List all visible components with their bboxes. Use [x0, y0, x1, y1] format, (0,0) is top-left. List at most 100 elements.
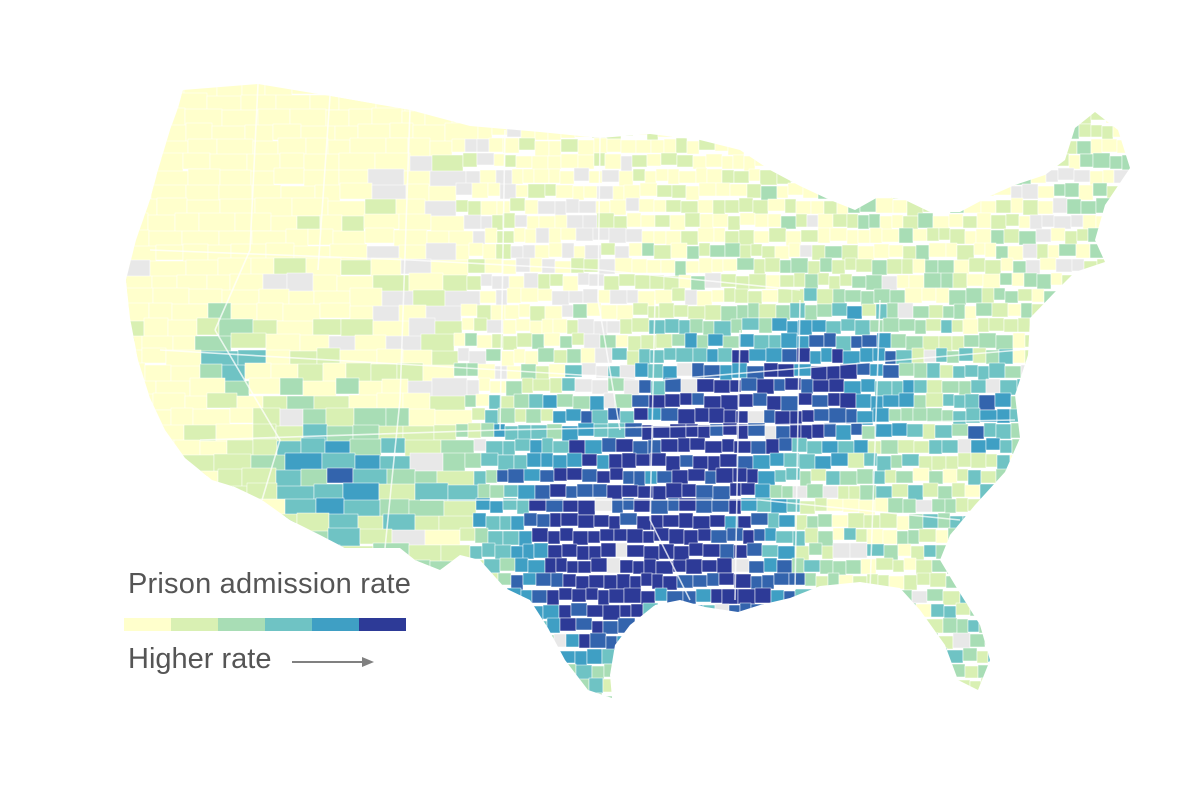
county-cell — [665, 455, 681, 472]
county-cell — [663, 347, 677, 361]
county-cell — [736, 455, 754, 470]
county-cell — [1012, 332, 1026, 349]
county-cell — [560, 512, 579, 527]
county-cell — [945, 455, 959, 471]
county-cell — [513, 348, 526, 364]
county-cell — [995, 245, 1009, 260]
county-cell — [561, 377, 576, 392]
state-border-line — [149, 249, 801, 291]
county-cell — [925, 392, 944, 408]
county-cell — [922, 482, 939, 498]
state-borders — [149, 84, 1021, 601]
county-cell — [780, 395, 799, 412]
county-cell — [898, 318, 916, 332]
county-cell — [588, 677, 604, 694]
county-cell — [1039, 257, 1057, 271]
county-cell — [969, 633, 986, 648]
county-cell — [654, 214, 671, 228]
county-cell — [689, 437, 706, 451]
county-cell — [797, 392, 813, 406]
county-cell — [999, 272, 1013, 286]
county-cell — [882, 394, 900, 408]
county-cell — [623, 587, 642, 604]
county-cell — [455, 199, 469, 213]
county-cell — [904, 287, 923, 304]
county-cell — [509, 197, 526, 212]
county-cell — [648, 394, 666, 409]
county-cell — [854, 319, 871, 336]
county-cell — [740, 377, 758, 392]
county-cell — [1037, 185, 1055, 199]
county-cell — [713, 227, 726, 243]
county-cell — [451, 138, 466, 153]
county-cell — [518, 137, 536, 151]
county-cell — [555, 184, 574, 199]
county-cell — [846, 213, 859, 229]
county-cell — [835, 424, 852, 441]
county-cell — [279, 408, 304, 427]
county-cell — [696, 290, 713, 307]
county-cell — [886, 258, 903, 275]
county-cell — [952, 410, 967, 426]
county-cell — [477, 125, 493, 140]
county-cell — [824, 245, 843, 259]
county-cell — [706, 348, 719, 363]
county-cell — [822, 485, 839, 499]
county-cell — [676, 574, 694, 589]
county-cell — [646, 153, 662, 167]
county-cell — [716, 557, 733, 574]
county-cell — [855, 393, 872, 409]
county-cell — [471, 407, 486, 421]
county-cell — [424, 529, 461, 546]
county-cell — [613, 215, 628, 230]
county-cell — [912, 258, 926, 274]
county-cell — [697, 199, 714, 214]
county-cell — [539, 469, 555, 483]
county-cell — [768, 227, 787, 243]
county-cell — [940, 272, 954, 289]
county-cell — [721, 155, 734, 170]
county-cell — [800, 229, 819, 243]
county-cell — [461, 317, 475, 331]
county-cell — [363, 213, 400, 230]
county-cell — [1121, 154, 1130, 171]
county-cell — [578, 200, 597, 214]
county-cell — [698, 257, 713, 274]
county-cell — [952, 272, 968, 289]
county-cell — [660, 438, 679, 453]
county-cell — [844, 257, 857, 271]
county-cell — [624, 422, 643, 438]
county-cell — [951, 482, 966, 498]
state-border-line — [597, 137, 621, 431]
county-cell — [985, 437, 1001, 451]
state-border-line — [199, 419, 1016, 441]
county-cell — [577, 139, 595, 156]
county-cell — [869, 319, 884, 333]
county-cell — [515, 155, 533, 169]
county-cell — [1075, 243, 1091, 259]
county-cell — [601, 169, 620, 183]
county-cell — [559, 170, 575, 185]
county-cell — [914, 319, 927, 335]
county-cell — [988, 362, 1006, 379]
county-cell — [631, 258, 648, 274]
county-cell — [892, 559, 905, 573]
county-cell — [707, 333, 724, 347]
county-cell — [951, 423, 969, 437]
county-cell — [466, 275, 482, 291]
county-cell — [706, 572, 720, 587]
county-cell — [763, 409, 776, 424]
county-cell — [671, 469, 689, 485]
county-cell — [1025, 259, 1041, 275]
county-cell — [880, 439, 899, 455]
county-cell — [1012, 349, 1026, 364]
county-cell — [912, 407, 928, 422]
state-border-line — [649, 299, 691, 601]
county-cell — [630, 603, 644, 618]
county-cell — [619, 604, 632, 618]
county-cell — [795, 200, 812, 215]
county-cell — [398, 213, 432, 231]
county-cell — [990, 214, 1007, 230]
county-cell — [882, 364, 900, 379]
county-cell — [566, 214, 584, 230]
